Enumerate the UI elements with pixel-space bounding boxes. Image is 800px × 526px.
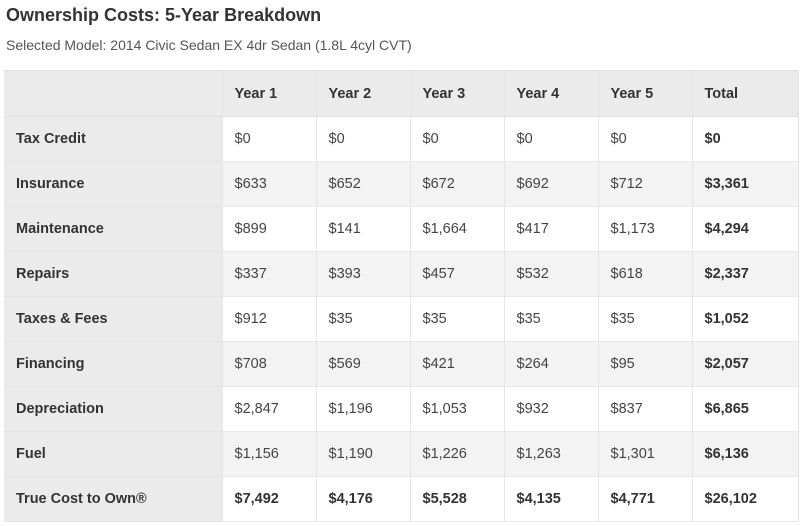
table-row: Maintenance $899 $141 $1,664 $417 $1,173… bbox=[4, 206, 799, 252]
cost-breakdown-table: Year 1 Year 2 Year 3 Year 4 Year 5 Total… bbox=[4, 70, 799, 522]
cell-value: $264 bbox=[503, 341, 598, 387]
cell-value: $652 bbox=[315, 161, 410, 207]
cell-value: $1,173 bbox=[597, 206, 692, 252]
cell-value: $932 bbox=[503, 386, 598, 432]
cell-total: $2,057 bbox=[691, 341, 799, 387]
table-row: Financing $708 $569 $421 $264 $95 $2,057 bbox=[4, 341, 799, 387]
row-label: Insurance bbox=[4, 161, 222, 207]
header-year-3: Year 3 bbox=[409, 70, 504, 117]
cell-value: $35 bbox=[409, 296, 504, 342]
row-label: True Cost to Own® bbox=[4, 476, 222, 522]
selected-model-subtitle: Selected Model: 2014 Civic Sedan EX 4dr … bbox=[6, 37, 412, 53]
cell-value: $1,263 bbox=[503, 431, 598, 477]
cell-value: $633 bbox=[221, 161, 316, 207]
cell-total: $6,136 bbox=[691, 431, 799, 477]
cell-total: $4,294 bbox=[691, 206, 799, 252]
row-label: Repairs bbox=[4, 251, 222, 297]
cell-total: $3,361 bbox=[691, 161, 799, 207]
cell-value: $35 bbox=[503, 296, 598, 342]
header-year-4: Year 4 bbox=[503, 70, 598, 117]
header-year-1: Year 1 bbox=[221, 70, 316, 117]
table-row: Insurance $633 $652 $672 $692 $712 $3,36… bbox=[4, 161, 799, 207]
table-header-row: Year 1 Year 2 Year 3 Year 4 Year 5 Total bbox=[4, 70, 799, 117]
cell-value: $421 bbox=[409, 341, 504, 387]
cell-value: $0 bbox=[409, 116, 504, 162]
true-cost-row: True Cost to Own® $7,492 $4,176 $5,528 $… bbox=[4, 476, 799, 522]
table-row: Tax Credit $0 $0 $0 $0 $0 $0 bbox=[4, 116, 799, 162]
row-label: Financing bbox=[4, 341, 222, 387]
cell-value: $912 bbox=[221, 296, 316, 342]
cell-value: $337 bbox=[221, 251, 316, 297]
header-total: Total bbox=[691, 70, 799, 117]
cell-value: $532 bbox=[503, 251, 598, 297]
cell-total: $0 bbox=[691, 116, 799, 162]
header-year-5: Year 5 bbox=[597, 70, 692, 117]
table-row: Depreciation $2,847 $1,196 $1,053 $932 $… bbox=[4, 386, 799, 432]
cell-value: $1,156 bbox=[221, 431, 316, 477]
cell-value: $1,196 bbox=[315, 386, 410, 432]
cell-value: $1,053 bbox=[409, 386, 504, 432]
table-row: Fuel $1,156 $1,190 $1,226 $1,263 $1,301 … bbox=[4, 431, 799, 477]
cell-value: $141 bbox=[315, 206, 410, 252]
row-label: Maintenance bbox=[4, 206, 222, 252]
cell-value: $5,528 bbox=[409, 476, 504, 522]
cell-value: $2,847 bbox=[221, 386, 316, 432]
cell-value: $0 bbox=[315, 116, 410, 162]
cell-value: $0 bbox=[503, 116, 598, 162]
cell-value: $1,226 bbox=[409, 431, 504, 477]
row-label: Tax Credit bbox=[4, 116, 222, 162]
cell-value: $4,176 bbox=[315, 476, 410, 522]
header-corner bbox=[4, 70, 222, 117]
page-title: Ownership Costs: 5-Year Breakdown bbox=[6, 5, 322, 25]
cell-total: $6,865 bbox=[691, 386, 799, 432]
row-label: Taxes & Fees bbox=[4, 296, 222, 342]
cell-value: $569 bbox=[315, 341, 410, 387]
cell-value: $393 bbox=[315, 251, 410, 297]
cell-value: $417 bbox=[503, 206, 598, 252]
cell-value: $1,190 bbox=[315, 431, 410, 477]
cell-value: $1,664 bbox=[409, 206, 504, 252]
table-row: Repairs $337 $393 $457 $532 $618 $2,337 bbox=[4, 251, 799, 297]
cell-value: $4,135 bbox=[503, 476, 598, 522]
cell-value: $4,771 bbox=[597, 476, 692, 522]
cell-value: $0 bbox=[597, 116, 692, 162]
cell-value: $1,301 bbox=[597, 431, 692, 477]
cell-total: $1,052 bbox=[691, 296, 799, 342]
cell-total: $2,337 bbox=[691, 251, 799, 297]
cell-value: $0 bbox=[221, 116, 316, 162]
cell-total: $26,102 bbox=[691, 476, 799, 522]
header-year-2: Year 2 bbox=[315, 70, 410, 117]
cell-value: $899 bbox=[221, 206, 316, 252]
table-row: Taxes & Fees $912 $35 $35 $35 $35 $1,052 bbox=[4, 296, 799, 342]
row-label: Depreciation bbox=[4, 386, 222, 432]
cell-value: $35 bbox=[597, 296, 692, 342]
cell-value: $708 bbox=[221, 341, 316, 387]
cell-value: $35 bbox=[315, 296, 410, 342]
cell-value: $618 bbox=[597, 251, 692, 297]
cell-value: $837 bbox=[597, 386, 692, 432]
cell-value: $7,492 bbox=[221, 476, 316, 522]
row-label: Fuel bbox=[4, 431, 222, 477]
cell-value: $692 bbox=[503, 161, 598, 207]
cell-value: $457 bbox=[409, 251, 504, 297]
cell-value: $672 bbox=[409, 161, 504, 207]
cell-value: $712 bbox=[597, 161, 692, 207]
cell-value: $95 bbox=[597, 341, 692, 387]
